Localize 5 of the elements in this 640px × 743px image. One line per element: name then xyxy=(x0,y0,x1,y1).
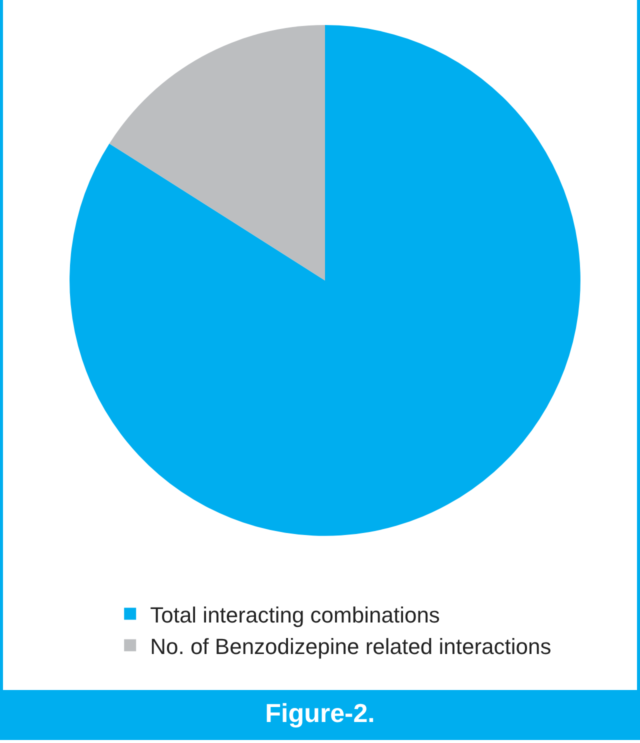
legend-label: No. of Benzodizepine related interactions xyxy=(150,634,552,659)
pie-slice xyxy=(109,25,325,280)
text: Figure-2. xyxy=(3,690,637,737)
legend-label: Total interacting combinations xyxy=(150,602,440,628)
pie-slice xyxy=(70,25,580,536)
